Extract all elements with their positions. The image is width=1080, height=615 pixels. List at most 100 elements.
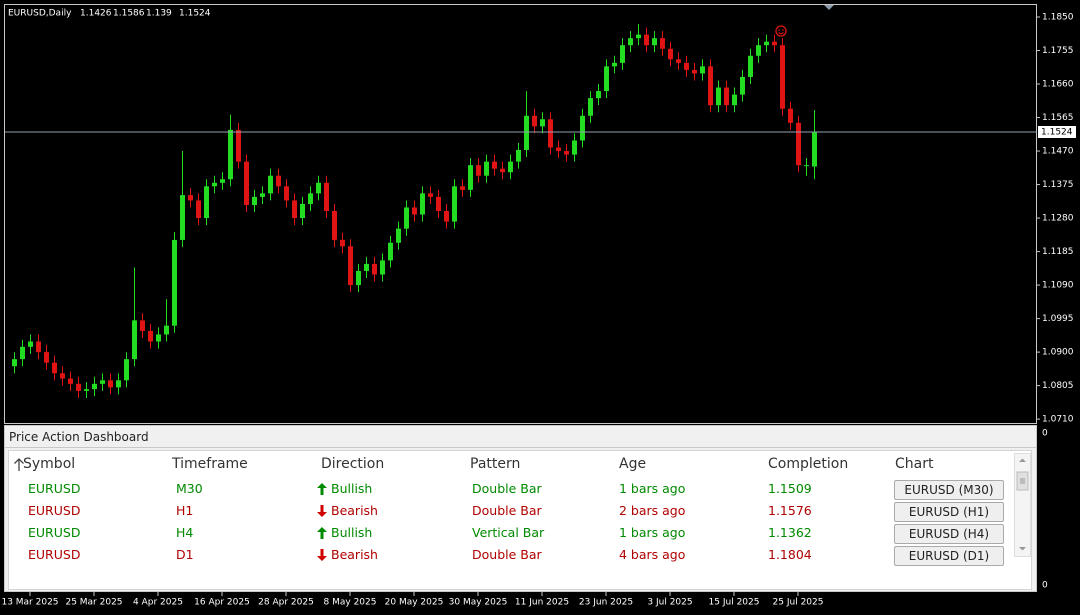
candle-body <box>772 41 777 46</box>
candle-body <box>180 195 185 240</box>
x-tick-label: 28 Apr 2025 <box>258 598 314 608</box>
candle-body <box>84 389 89 391</box>
cell-pattern: Double Bar <box>472 503 542 518</box>
candle-body <box>756 45 761 56</box>
y-tick-label: 1.1850 <box>1042 12 1074 22</box>
x-tick-label: 13 Mar 2025 <box>1 598 58 608</box>
cell-pattern: Double Bar <box>472 547 542 562</box>
y-tick-label: 1.0995 <box>1042 314 1074 324</box>
candle-body <box>732 94 737 106</box>
column-header[interactable]: Age <box>619 456 647 472</box>
dashboard-title: Price Action Dashboard <box>9 430 149 444</box>
y-tick-label: 1.1565 <box>1042 113 1074 123</box>
candle-body <box>396 228 401 243</box>
candle-body <box>132 320 137 360</box>
column-header[interactable]: Completion <box>768 456 849 472</box>
x-tick-label: 16 Apr 2025 <box>194 598 250 608</box>
x-tick-label: 8 May 2025 <box>324 598 377 608</box>
y-tick-label: 1.1470 <box>1042 147 1074 157</box>
candle-body <box>524 115 529 150</box>
candle-body <box>452 186 457 222</box>
candle-body <box>244 161 249 206</box>
cell-age: 4 bars ago <box>619 547 686 562</box>
candle-body <box>300 203 305 219</box>
candle-body <box>52 362 57 374</box>
candle-body <box>540 119 545 127</box>
y-tick-label: 1.1660 <box>1042 80 1074 90</box>
candle-body <box>324 182 329 212</box>
candle-body <box>252 196 257 206</box>
candle-body <box>572 140 577 155</box>
x-tick-label: 25 Jul 2025 <box>773 598 824 608</box>
candle-body <box>788 108 793 123</box>
candle-body <box>124 359 129 381</box>
chart-button[interactable]: EURUSD (M30) <box>894 480 1004 500</box>
column-header[interactable]: Symbol <box>23 456 76 472</box>
candle-body <box>620 45 625 63</box>
candle-body <box>60 373 65 379</box>
ohlc-open: 1.1426 <box>80 9 112 19</box>
cell-completion: 1.1576 <box>768 503 812 518</box>
candle-body <box>220 179 225 183</box>
cell-timeframe: H4 <box>176 525 194 540</box>
candle-body <box>364 263 369 271</box>
candle-body <box>636 34 641 39</box>
chart-button[interactable]: EURUSD (D1) <box>894 546 1004 566</box>
column-header[interactable]: Direction <box>321 456 385 472</box>
shift-marker[interactable] <box>824 5 834 10</box>
x-tick-label: 3 Jul 2025 <box>647 598 692 608</box>
candle-body <box>204 186 209 219</box>
candle-body <box>548 119 553 148</box>
indicator-scale-bottom: 0 <box>1042 581 1048 591</box>
candle-body <box>316 182 321 194</box>
x-tick-label: 23 Jun 2025 <box>579 598 633 608</box>
candle-body <box>596 91 601 99</box>
up-arrow <box>317 483 327 495</box>
separator <box>5 447 1036 448</box>
candle-body <box>92 383 97 390</box>
candle-body <box>716 87 721 106</box>
cell-symbol: EURUSD <box>28 503 81 518</box>
y-tick-label: 1.0710 <box>1042 415 1074 425</box>
candle-body <box>508 161 513 173</box>
candle-body <box>700 66 705 74</box>
cell-timeframe: M30 <box>176 481 203 496</box>
cell-direction: Bearish <box>331 503 378 518</box>
column-header[interactable]: Timeframe <box>172 456 248 472</box>
candle-body <box>76 383 81 391</box>
cell-timeframe: D1 <box>176 547 194 562</box>
current-price-box <box>1038 125 1076 138</box>
candle-body <box>692 69 697 74</box>
cell-timeframe: H1 <box>176 503 194 518</box>
candle-body <box>28 341 33 347</box>
chart-button[interactable]: EURUSD (H1) <box>894 502 1004 522</box>
down-arrow <box>317 549 327 561</box>
candle-body <box>604 66 609 92</box>
candle-body <box>444 211 449 222</box>
column-header[interactable]: Chart <box>895 456 934 472</box>
candle-body <box>428 193 433 197</box>
candle-body <box>780 45 785 109</box>
candle-body <box>356 270 361 286</box>
candle-body <box>212 182 217 187</box>
candle-body <box>644 34 649 46</box>
ohlc-close: 1.1524 <box>179 9 211 19</box>
scrollbar[interactable] <box>1014 453 1031 557</box>
column-header[interactable]: Pattern <box>470 456 521 472</box>
candle-body <box>436 196 441 212</box>
candle-body <box>140 320 145 331</box>
y-tick-label: 1.1090 <box>1042 281 1074 291</box>
cell-symbol: EURUSD <box>28 525 81 540</box>
cell-direction: Bullish <box>331 525 373 540</box>
smiley-icon <box>775 25 787 37</box>
chart-button[interactable]: EURUSD (H4) <box>894 524 1004 544</box>
candle-body <box>484 161 489 176</box>
candle-body <box>148 330 153 342</box>
candle-body <box>684 62 689 70</box>
candle-body <box>100 380 105 384</box>
ohlc-low: 1.139 <box>146 9 172 19</box>
candle-body <box>724 87 729 106</box>
candle-body <box>260 193 265 197</box>
candle-body <box>460 186 465 190</box>
